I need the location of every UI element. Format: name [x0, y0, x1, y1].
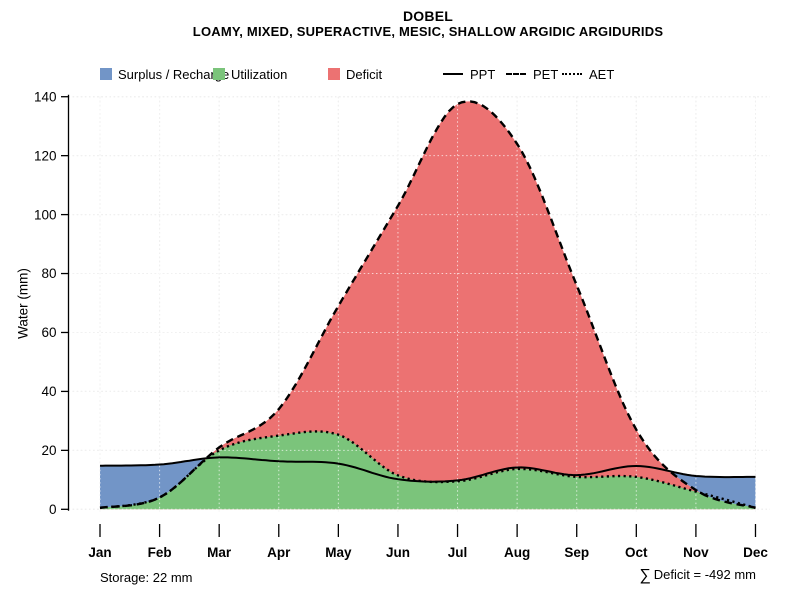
x-tick-label: Jun — [386, 545, 410, 560]
surplus-swatch-icon — [100, 68, 112, 80]
x-tick-label: Aug — [504, 545, 530, 560]
legend-surplus-label: Surplus / Recharge — [118, 66, 230, 82]
sigma-icon: ∑ — [639, 567, 651, 584]
y-tick-label: 60 — [41, 325, 56, 340]
y-tick-label: 0 — [49, 502, 57, 517]
x-tick-label: Nov — [683, 545, 709, 560]
surplus-area — [669, 471, 756, 508]
pet-curve — [99, 100, 756, 509]
legend-item-surplus: Surplus / Recharge — [100, 66, 230, 82]
ppt-curve — [100, 456, 756, 483]
solid-line-icon — [443, 73, 463, 75]
y-tick-label: 80 — [41, 266, 56, 281]
aet-curve — [99, 430, 756, 509]
chart-subtitle: LOAMY, MIXED, SUPERACTIVE, MESIC, SHALLO… — [192, 24, 664, 39]
legend-aet-label: AET — [589, 66, 615, 82]
dotted-line-icon — [562, 73, 582, 75]
y-tick-label: 20 — [41, 443, 56, 458]
y-tick-label: 100 — [34, 207, 57, 222]
x-tick-label: Feb — [148, 545, 172, 560]
deficit-swatch-icon — [328, 68, 340, 80]
deficit-sum-label: Deficit = -492 mm — [653, 567, 756, 582]
x-tick-label: Sep — [564, 545, 589, 560]
y-tick-label: 140 — [34, 89, 57, 104]
x-tick-label: Jan — [88, 545, 111, 560]
y-tick-label: 40 — [41, 384, 56, 399]
chart-title: DOBEL — [403, 8, 453, 24]
utilization-swatch-icon — [213, 68, 225, 80]
legend-item-ppt: PPT — [443, 66, 496, 82]
storage-annotation: Storage: 22 mm — [100, 570, 193, 585]
x-tick-label: Mar — [207, 545, 232, 560]
surplus-area — [100, 458, 207, 508]
x-tick-label: Jul — [448, 545, 468, 560]
legend-item-deficit: Deficit — [328, 66, 383, 82]
x-tick-label: Apr — [267, 545, 291, 560]
legend-item-pet: PET — [506, 66, 559, 82]
utilization-area — [100, 431, 756, 510]
y-tick-label: 120 — [34, 148, 57, 163]
x-tick-label: Oct — [625, 545, 648, 560]
legend-deficit-label: Deficit — [346, 66, 383, 82]
legend-item-aet: AET — [562, 66, 615, 82]
legend-utilization-label: Utilization — [231, 66, 288, 82]
x-tick-label: May — [325, 545, 352, 560]
y-axis-title: Water (mm) — [15, 268, 31, 339]
deficit-annotation: ∑ Deficit = -492 mm — [639, 567, 756, 585]
x-tick-label: Dec — [743, 545, 768, 560]
legend-ppt-label: PPT — [470, 66, 496, 82]
legend-item-utilization: Utilization — [213, 66, 288, 82]
deficit-area — [100, 101, 756, 510]
dashed-line-icon — [506, 73, 526, 75]
legend-pet-label: PET — [533, 66, 559, 82]
